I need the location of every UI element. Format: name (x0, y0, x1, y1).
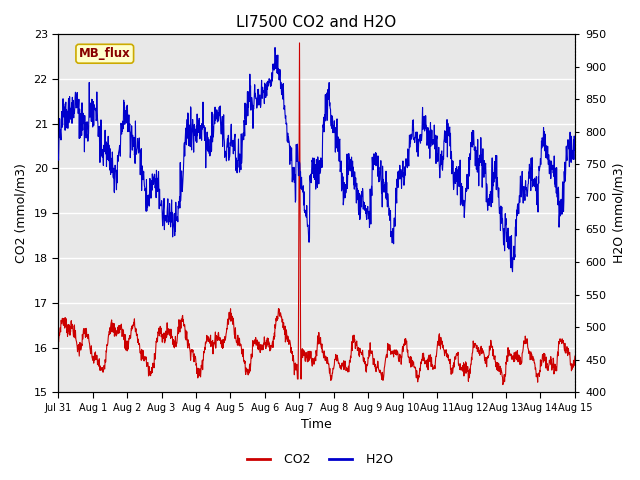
Y-axis label: CO2 (mmol/m3): CO2 (mmol/m3) (15, 163, 28, 263)
Title: LI7500 CO2 and H2O: LI7500 CO2 and H2O (236, 15, 397, 30)
X-axis label: Time: Time (301, 419, 332, 432)
Y-axis label: H2O (mmol/m3): H2O (mmol/m3) (612, 163, 625, 264)
Legend:  CO2,  H2O: CO2, H2O (243, 448, 397, 471)
Text: MB_flux: MB_flux (79, 47, 131, 60)
